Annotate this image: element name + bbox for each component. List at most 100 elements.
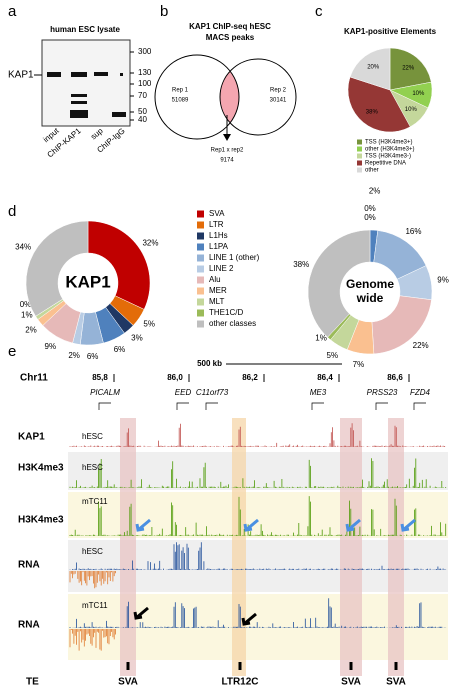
coordinate: 86,0: [167, 373, 183, 382]
te-mark: [349, 662, 353, 670]
te-mark: [238, 662, 242, 670]
data-label: 2%: [68, 351, 80, 360]
data-label: 2%: [369, 186, 381, 195]
legend-swatch: [357, 160, 362, 166]
legend-swatch: [197, 287, 204, 295]
center-label: wide: [356, 291, 384, 305]
pie-slice: [347, 76, 411, 133]
panel-label: b: [160, 3, 168, 20]
coordinate: 85,8: [92, 373, 108, 382]
data-label: 10%: [405, 107, 418, 113]
marker-label: 130: [138, 68, 152, 77]
gene-arrow: [205, 402, 218, 410]
legend-swatch: [197, 210, 204, 218]
legend-label: LTR: [209, 220, 224, 229]
marker-label: 70: [138, 91, 147, 100]
pie-slice: [389, 47, 432, 91]
data-label: 34%: [15, 242, 31, 251]
pie-slice: [25, 220, 89, 317]
data-label: 9%: [45, 342, 57, 351]
arrow: [345, 518, 361, 532]
panel-label: d: [8, 203, 16, 220]
pie-slice: [307, 229, 371, 338]
data-label: 16%: [405, 227, 421, 236]
legend-label: Repetitive DNA: [365, 161, 406, 167]
data-label: 6%: [114, 345, 126, 354]
data-label: 32%: [142, 238, 158, 247]
legend-swatch: [197, 309, 204, 317]
arrow: [243, 518, 259, 532]
gene: PICALM: [90, 388, 120, 397]
track-label: RNA: [18, 620, 40, 631]
arrow: [133, 606, 149, 620]
legend-swatch: [197, 221, 204, 229]
venn-count: 30141: [270, 98, 287, 104]
marker-label: 40: [138, 115, 147, 124]
venn-circle: [219, 58, 297, 136]
legend-label: L1Hs: [209, 231, 228, 240]
legend-label: THE1C/D: [209, 308, 243, 317]
legend-label: Alu: [209, 275, 221, 284]
signal: [69, 598, 447, 628]
signal: [69, 458, 447, 488]
gel-bands: [47, 72, 126, 118]
legend-label: LINE 1 (other): [209, 253, 260, 262]
signal: [69, 423, 447, 447]
gene-arrow: [311, 402, 324, 410]
legend-label: LINE 2: [209, 264, 234, 273]
venn-label: Rep1 x rep2: [211, 148, 244, 154]
signal: [69, 496, 447, 536]
gene: EED: [175, 388, 192, 397]
data-label: 5%: [143, 320, 155, 329]
legend-swatch: [357, 167, 362, 173]
legend-swatch: [197, 243, 204, 251]
legend-swatch: [197, 254, 204, 262]
lane-label: sup: [89, 126, 105, 142]
legend-label: other classes: [209, 319, 256, 328]
te-label: SVA: [118, 677, 138, 688]
data-label: 5%: [327, 351, 339, 360]
highlight: [340, 418, 362, 676]
te-mark: [394, 662, 398, 670]
panel-label: c: [315, 3, 323, 20]
coordinate: 86,2: [242, 373, 258, 382]
legend-swatch: [197, 276, 204, 284]
data-label: 1%: [21, 311, 33, 320]
legend-label: other: [365, 168, 379, 174]
arrow: [241, 612, 257, 626]
marker-label: 300: [138, 47, 152, 56]
gene: C11orf73: [196, 388, 229, 397]
legend-swatch: [357, 153, 362, 159]
center-label: Genome: [346, 277, 394, 291]
data-label: 6%: [87, 352, 99, 361]
arrow: [400, 518, 416, 532]
legend-label: SVA: [209, 209, 225, 218]
legend-label: L1PA: [209, 242, 229, 251]
data-label: 38%: [293, 260, 309, 269]
legend-swatch: [197, 265, 204, 273]
venn-label: Rep 1: [172, 88, 189, 94]
data-label: 7%: [353, 360, 365, 369]
te-label: SVA: [341, 677, 361, 688]
data-label: 10%: [412, 91, 425, 97]
arrow: [135, 518, 151, 532]
legend-label: TSS (H3K4me3-): [365, 154, 411, 160]
track-label: H3K4me3: [18, 515, 64, 526]
venn-label: Rep 2: [270, 88, 287, 94]
data-label: 2%: [25, 325, 37, 334]
data-label: 0%: [20, 300, 32, 309]
coordinate: 86,6: [387, 373, 403, 382]
te-label: SVA: [386, 677, 406, 688]
highlight: [232, 418, 246, 676]
legend-swatch: [197, 232, 204, 240]
legend-swatch: [357, 146, 362, 152]
data-label: 9%: [437, 276, 449, 285]
panel-title: KAP1 ChIP-seq hESC: [189, 22, 271, 31]
marker-label: 100: [138, 79, 152, 88]
legend-label: MLT: [209, 297, 225, 306]
signal: [69, 629, 116, 651]
gene-arrow: [413, 402, 426, 410]
gene: PRSS23: [367, 388, 398, 397]
scale-label: 500 kb: [197, 359, 222, 368]
gene-arrow: [98, 402, 111, 410]
